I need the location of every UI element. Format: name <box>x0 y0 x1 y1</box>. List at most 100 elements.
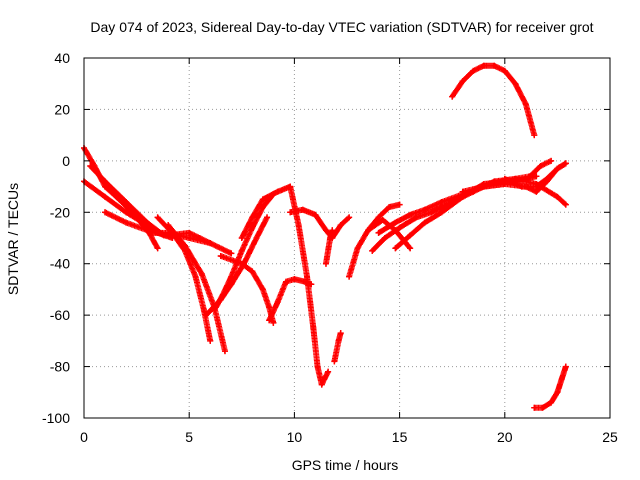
data-point <box>501 181 508 187</box>
data-point <box>238 260 245 267</box>
series-arc-o <box>331 330 344 365</box>
series-arc-n <box>287 183 332 388</box>
data-point <box>266 317 273 324</box>
x-tick-label: 10 <box>287 429 303 445</box>
data-point <box>287 209 294 216</box>
data-point <box>421 219 428 226</box>
data-point <box>392 227 399 234</box>
data-point <box>480 62 487 69</box>
data-point <box>123 209 130 216</box>
data-point <box>392 219 399 226</box>
x-tick-label: 20 <box>497 429 513 445</box>
series-arc-aa <box>531 363 569 411</box>
series-trail <box>323 227 336 267</box>
data-point <box>287 183 294 190</box>
data-point <box>282 278 289 285</box>
data-point <box>491 178 498 185</box>
data-point <box>438 209 445 216</box>
series-trail <box>331 330 344 365</box>
data-point <box>310 325 317 331</box>
data-point <box>337 330 344 337</box>
data-point <box>335 337 342 344</box>
data-point <box>322 260 329 267</box>
data-point <box>87 163 94 169</box>
data-point <box>253 235 260 241</box>
data-point <box>459 78 466 85</box>
series-trail <box>449 62 538 139</box>
data-point <box>539 404 546 411</box>
series-trail <box>238 183 294 241</box>
data-point <box>533 188 540 195</box>
data-point <box>144 219 151 226</box>
data-point <box>221 348 228 355</box>
data-point <box>200 307 207 313</box>
data-point <box>259 286 266 293</box>
data-point <box>144 227 151 234</box>
data-point <box>337 222 344 229</box>
data-point <box>291 276 298 283</box>
data-point <box>165 222 172 229</box>
grid-lines <box>84 58 610 418</box>
data-point <box>148 229 155 236</box>
plot-frame <box>83 57 611 419</box>
data-point <box>512 175 519 182</box>
data-point <box>102 193 109 200</box>
data-point <box>558 376 565 383</box>
data-point <box>531 404 538 411</box>
data-point <box>312 211 319 218</box>
data-point <box>407 245 414 252</box>
x-tick-label: 0 <box>80 429 88 445</box>
series-trail <box>87 163 167 239</box>
data-point <box>238 247 245 254</box>
y-tick-label: 0 <box>62 153 70 169</box>
data-point <box>518 183 525 190</box>
data-point <box>186 235 193 241</box>
series-trail <box>346 201 403 280</box>
data-point <box>407 232 414 239</box>
data-point <box>102 209 109 216</box>
series-arc-x <box>501 160 569 190</box>
data-point <box>274 299 281 306</box>
data-point <box>249 214 256 221</box>
data-point <box>527 173 534 180</box>
data-point <box>181 242 188 249</box>
series-arc-j <box>238 183 294 241</box>
data-point <box>491 62 498 69</box>
data-point <box>249 268 256 275</box>
data-point <box>264 214 271 221</box>
y-tick-label: -20 <box>50 204 70 220</box>
data-point <box>346 214 353 221</box>
data-point <box>554 389 561 396</box>
data-series <box>81 62 569 411</box>
y-axis-label: SDTVAR / TECUs <box>5 183 21 295</box>
data-point <box>501 175 508 182</box>
data-point <box>322 227 329 234</box>
data-point <box>207 240 214 247</box>
data-point <box>329 227 336 234</box>
data-point <box>192 273 199 280</box>
data-point <box>381 235 388 241</box>
data-point <box>501 67 508 74</box>
data-point <box>554 193 561 200</box>
data-point <box>354 245 361 252</box>
data-point <box>480 183 487 190</box>
data-point <box>421 206 428 213</box>
x-axis-label: GPS time / hours <box>292 457 399 473</box>
data-point <box>259 196 266 203</box>
chart-title: Day 074 of 2023, Sidereal Day-to-day VTE… <box>90 19 593 35</box>
data-point <box>365 227 372 234</box>
data-point <box>396 201 403 208</box>
data-point <box>379 217 386 223</box>
data-point <box>392 245 399 252</box>
data-point <box>533 183 540 190</box>
data-point <box>396 224 403 231</box>
data-point <box>318 381 325 388</box>
data-point <box>331 358 338 365</box>
data-point <box>386 204 393 211</box>
data-point <box>346 273 353 280</box>
data-point <box>327 235 334 241</box>
series-arc-u <box>365 217 414 252</box>
data-point <box>548 157 555 164</box>
data-point <box>562 160 569 167</box>
